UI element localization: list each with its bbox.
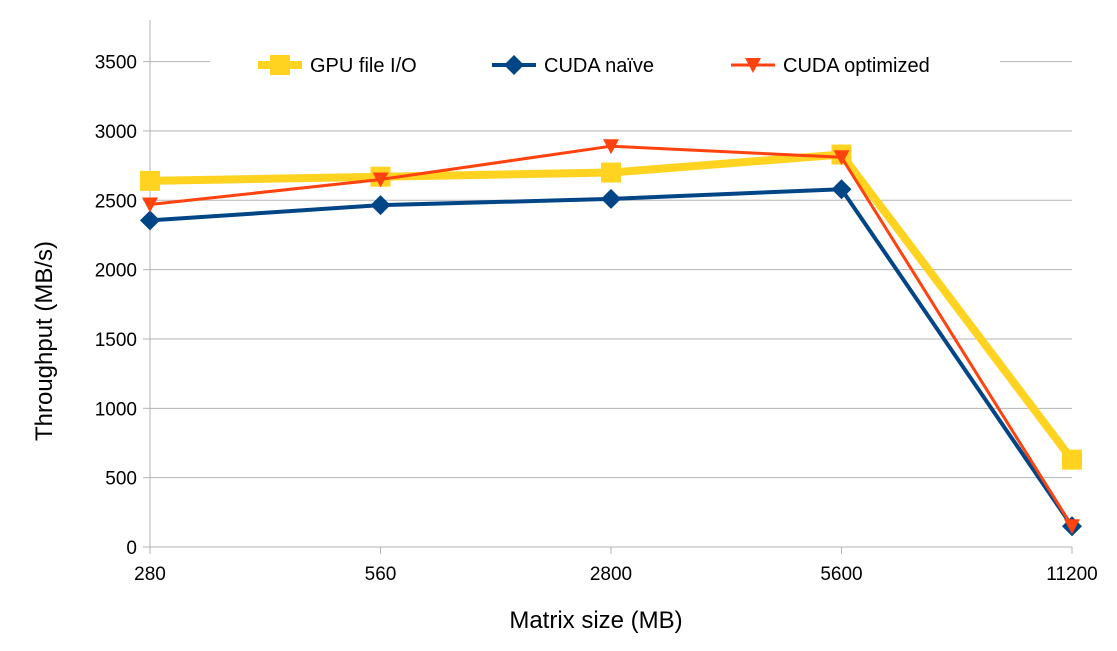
data-point <box>140 210 160 231</box>
x-tick-label: 280 <box>134 564 166 585</box>
x-tick-label: 560 <box>365 564 397 585</box>
legend-label: CUDA optimized <box>783 55 930 77</box>
y-tick-label: 1000 <box>95 399 137 420</box>
legend-label: CUDA naïve <box>544 55 654 77</box>
y-tick-label: 1500 <box>95 330 137 351</box>
series-1 <box>140 144 1082 470</box>
data-point <box>833 150 850 166</box>
series-group <box>140 139 1082 537</box>
x-tick-label: 2800 <box>590 564 632 585</box>
series-2 <box>140 179 1082 537</box>
y-tick-label: 3500 <box>95 53 137 74</box>
x-tick-label: 5600 <box>820 564 862 585</box>
y-tick-label: 0 <box>126 538 137 559</box>
data-point <box>370 195 391 216</box>
legend: GPU file I/O CUDA naïve CUDA optimized <box>210 42 1000 86</box>
data-point <box>601 162 621 183</box>
legend-marker <box>745 58 761 73</box>
data-point <box>372 172 389 188</box>
series-3 <box>142 139 1080 535</box>
y-tick-label: 2000 <box>95 261 137 282</box>
data-point <box>140 170 160 191</box>
data-point <box>142 197 158 213</box>
data-point <box>1064 519 1080 535</box>
legend-entry: CUDA optimized <box>731 55 930 77</box>
y-tick-label: 500 <box>105 469 137 490</box>
data-point <box>831 179 852 200</box>
data-point <box>603 139 619 155</box>
legend-marker <box>504 55 524 75</box>
legend-background <box>210 42 1000 86</box>
y-axis-title: Throughput (MB/s) <box>31 241 58 441</box>
legend-entry: GPU file I/O <box>258 55 417 77</box>
y-tick-label: 2500 <box>95 191 137 212</box>
legend-label: GPU file I/O <box>310 55 417 77</box>
x-tick-label: 11200 <box>1046 564 1097 585</box>
x-axis-ticks: 280 560 2800 5600 11200 <box>134 547 1098 585</box>
gridlines <box>150 61 1072 479</box>
axes <box>149 20 1072 548</box>
legend-entry: CUDA naïve <box>492 55 654 77</box>
data-point <box>601 188 621 209</box>
y-tick-label: 3000 <box>95 122 137 143</box>
y-axis-ticks: 0 500 1000 1500 2000 2500 3000 3500 <box>95 53 150 559</box>
legend-marker <box>270 55 290 75</box>
x-axis-title: Matrix size (MB) <box>509 607 682 634</box>
series-line <box>149 187 1074 528</box>
data-point <box>1062 449 1082 470</box>
